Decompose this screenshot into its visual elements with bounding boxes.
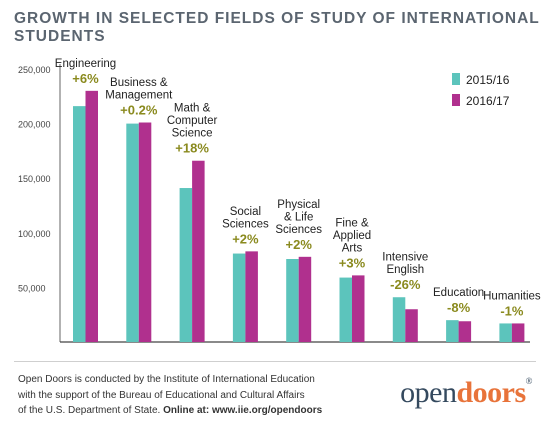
- category-label: Business &: [110, 77, 168, 89]
- category-label: Math &: [174, 103, 211, 115]
- y-tick-label: 50,000: [18, 283, 46, 293]
- category-label: Sciences: [222, 218, 269, 230]
- footer-line-2: with the support of the Bureau of Educat…: [18, 389, 305, 401]
- change-label: -26%: [390, 277, 421, 292]
- bar-2016-17: [405, 309, 418, 342]
- legend-label-2016-17: 2016/17: [466, 94, 510, 108]
- bar-2016-17: [245, 251, 258, 342]
- footer-url: Online at: www.iie.org/opendoors: [163, 405, 323, 416]
- change-label: +2%: [232, 231, 259, 246]
- category-label: Arts: [342, 242, 363, 254]
- category-label: Science: [172, 128, 213, 140]
- change-label: -8%: [447, 300, 471, 315]
- y-tick-label: 250,000: [18, 65, 51, 75]
- bar-2015-16: [499, 323, 512, 342]
- footer-divider: [14, 361, 536, 362]
- change-label: +18%: [175, 141, 209, 156]
- bar-2015-16: [232, 253, 246, 342]
- bar-2016-17: [511, 323, 525, 342]
- change-label: -1%: [500, 303, 524, 318]
- category-label: Computer: [167, 115, 218, 127]
- logo-doors-text: doors: [456, 376, 526, 409]
- logo-open-text: open: [400, 376, 457, 409]
- bar-2015-16: [179, 188, 193, 342]
- bar-2016-17: [458, 321, 472, 342]
- y-tick-label: 150,000: [18, 174, 51, 184]
- change-label: +3%: [339, 255, 366, 270]
- footer-line-3-prefix: of the U.S. Department of State.: [18, 405, 161, 416]
- footer-credits: Open Doors is conducted by the Institute…: [18, 372, 348, 419]
- legend-swatch-2015-16: [452, 73, 460, 85]
- category-label: Applied: [333, 230, 371, 242]
- bar-2016-17: [85, 90, 98, 342]
- opendoors-logo: opendoors®: [400, 376, 532, 410]
- bar-2015-16: [392, 297, 406, 342]
- category-label: Social: [230, 206, 261, 218]
- y-tick-label: 200,000: [18, 120, 51, 130]
- footer-line-3: of the U.S. Department of State. Online …: [18, 403, 348, 419]
- bar-2016-17: [138, 122, 152, 343]
- bar-2015-16: [286, 259, 299, 342]
- footer-line-1: Open Doors is conducted by the Institute…: [18, 374, 315, 385]
- category-label: Intensive: [382, 252, 428, 264]
- y-tick-label: 100,000: [18, 229, 51, 239]
- category-label: Fine &: [335, 217, 369, 229]
- chart-area: 50,000 100,000 150,000 200,000 250,000 Engine…: [0, 40, 550, 350]
- change-label: +2%: [286, 237, 313, 252]
- bar-chart: 50,000 100,000 150,000 200,000 250,000 Engine…: [18, 58, 541, 343]
- category-label: Physical: [277, 199, 320, 211]
- logo-registered-mark: ®: [525, 376, 533, 386]
- category-label: Sciences: [275, 224, 322, 236]
- category-label: English: [386, 264, 424, 276]
- bar-2015-16: [73, 106, 86, 343]
- bar-2016-17: [192, 160, 205, 342]
- bar-2015-16: [339, 277, 352, 342]
- bar-2016-17: [298, 256, 312, 342]
- chart-title: GROWTH IN SELECTED FIELDS OF STUDY OF IN…: [14, 10, 540, 45]
- category-label: Education: [433, 287, 484, 299]
- category-label: & Life: [284, 211, 313, 223]
- bar-2015-16: [126, 123, 139, 342]
- category-label: Engineering: [55, 58, 116, 70]
- change-label: +6%: [72, 71, 99, 86]
- change-label: +0.2%: [120, 103, 158, 118]
- category-label: Management: [105, 90, 173, 102]
- bar-2016-17: [352, 275, 365, 342]
- bar-2015-16: [446, 320, 459, 342]
- legend-swatch-2016-17: [452, 94, 460, 106]
- category-label: Humanities: [483, 290, 541, 302]
- legend-label-2015-16: 2015/16: [466, 73, 510, 87]
